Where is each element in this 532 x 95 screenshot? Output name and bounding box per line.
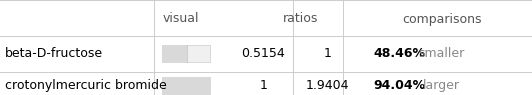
FancyBboxPatch shape [162, 77, 210, 94]
Text: crotonylmercuric bromide: crotonylmercuric bromide [5, 79, 167, 92]
Text: 0.5154: 0.5154 [242, 47, 285, 60]
Text: ratios: ratios [283, 13, 318, 25]
Text: 1: 1 [260, 79, 267, 92]
Text: larger: larger [423, 79, 460, 92]
FancyBboxPatch shape [162, 77, 210, 94]
Text: smaller: smaller [419, 47, 464, 60]
FancyBboxPatch shape [162, 45, 210, 62]
FancyBboxPatch shape [162, 45, 187, 62]
Text: visual: visual [163, 13, 199, 25]
Text: 48.46%: 48.46% [373, 47, 425, 60]
Text: 1.9404: 1.9404 [305, 79, 349, 92]
Text: 94.04%: 94.04% [373, 79, 425, 92]
Text: comparisons: comparisons [402, 13, 481, 25]
Text: beta-D-fructose: beta-D-fructose [5, 47, 103, 60]
Text: 1: 1 [323, 47, 331, 60]
